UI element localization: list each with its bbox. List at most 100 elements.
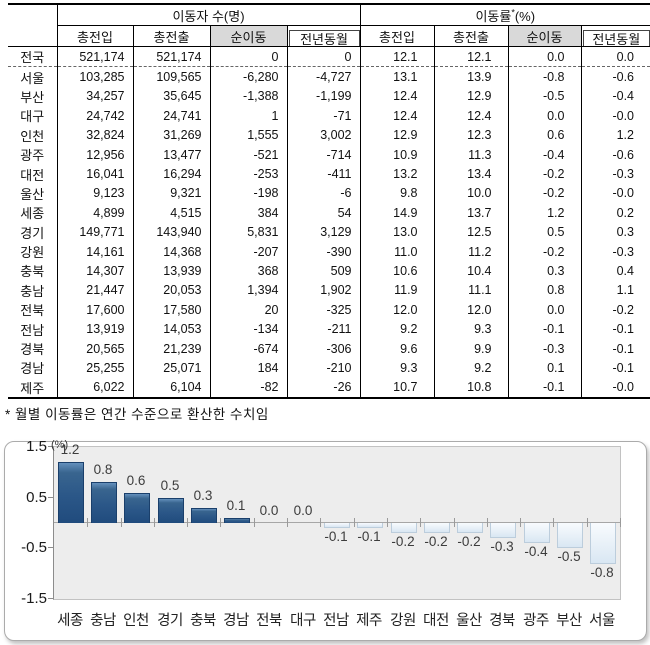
- rate-value: 13.4: [433, 164, 508, 184]
- footnote-marker: *: [511, 7, 515, 18]
- rate-value: -0.6: [580, 66, 650, 87]
- count-value: 521,174: [132, 46, 210, 68]
- category-tick: [587, 518, 588, 527]
- region-name: 광주: [20, 148, 45, 164]
- bar-value-label: -0.4: [524, 544, 548, 559]
- col-header-prev-year-count: 전년동월: [286, 25, 360, 47]
- table-row: 경남 25,255 25,071 184 -210 9.3 9.2 0.1 -0.1: [8, 358, 650, 378]
- x-axis-label: 충북: [190, 613, 216, 629]
- table-row: 광주 12,956 13,477 -521 -714 10.9 11.3 -0.4 -0.6: [8, 144, 650, 165]
- x-axis-label: 대전: [423, 613, 449, 629]
- category-tick: [187, 518, 188, 527]
- rate-value: 12.4: [359, 106, 434, 126]
- rate-value: 12.4: [359, 86, 434, 107]
- x-axis-label: 전남: [323, 613, 349, 629]
- col-header-total-in-count: 총전입: [56, 25, 133, 47]
- region-name: 전국: [8, 46, 57, 68]
- bar-강원: [391, 523, 417, 533]
- category-tick: [487, 518, 488, 527]
- rate-value: 12.1: [433, 46, 508, 68]
- bar-충남: [91, 482, 117, 523]
- rate-value: 13.2: [359, 164, 434, 184]
- y-axis-tick-label: 0.5: [26, 488, 47, 506]
- col-header-prev-year-rate: 전년동월: [580, 25, 650, 47]
- count-value: -6,280: [209, 66, 287, 87]
- bar-value-label: -0.2: [424, 534, 448, 549]
- region-name: 경북: [20, 342, 45, 358]
- rate-value: -0.8: [507, 66, 581, 87]
- rate-value: -0.1: [507, 377, 581, 399]
- count-value: 14,307: [56, 261, 133, 281]
- table-row: 대구 24,742 24,741 1 -71 12.4 12.4 0.0 -0.0: [8, 106, 650, 126]
- count-value: 0: [286, 46, 360, 68]
- count-value: -674: [209, 338, 287, 359]
- bar-경북: [490, 523, 516, 538]
- table-row: 부산 34,257 35,645 -1,388 -1,199 12.4 12.9 -0.5 -0…: [8, 86, 650, 107]
- bar-인천: [124, 493, 150, 523]
- category-tick: [420, 518, 421, 527]
- rate-value: -0.6: [580, 144, 650, 165]
- col-header-total-out-rate: 총전출: [433, 25, 508, 47]
- count-value: -253: [209, 164, 287, 184]
- count-value: -82: [209, 377, 287, 399]
- x-axis-label: 경남: [223, 613, 249, 629]
- bar-전남: [324, 523, 350, 528]
- rate-value: 10.4: [433, 261, 508, 281]
- rate-value: -0.3: [580, 241, 650, 262]
- table-row: 인천 32,824 31,269 1,555 3,002 12.9 12.3 0.6 1.2: [8, 125, 650, 145]
- count-value: -26: [286, 377, 360, 399]
- count-value: 3,002: [286, 125, 360, 145]
- rate-value: 9.8: [359, 183, 434, 204]
- bar-value-label: -0.2: [457, 534, 481, 549]
- x-axis-label: 경기: [157, 613, 183, 629]
- category-tick: [520, 518, 521, 527]
- count-value: 24,742: [56, 106, 133, 126]
- bar-value-label: -0.1: [357, 529, 381, 544]
- region-name: 부산: [20, 89, 45, 105]
- count-value: 9,321: [132, 183, 210, 204]
- rate-value: 0.1: [507, 358, 581, 378]
- count-value: 14,161: [56, 241, 133, 262]
- count-value: 1,394: [209, 280, 287, 301]
- count-value: 149,771: [56, 222, 133, 242]
- x-axis-label: 제주: [356, 613, 382, 629]
- x-axis-label: 부산: [556, 613, 582, 629]
- count-value: 13,939: [132, 261, 210, 281]
- bar-value-label: 0.3: [193, 488, 213, 503]
- bar-울산: [457, 523, 483, 533]
- region-name: 전남: [20, 322, 45, 338]
- table-row: 경기 149,771 143,940 5,831 3,129 13.0 12.5 0.5 0.3: [8, 222, 650, 242]
- table-row: 서울 103,285 109,565 -6,280 -4,727 13.1 13.9 -0.8…: [8, 66, 650, 87]
- rate-value: -0.1: [580, 358, 650, 378]
- bar-value-label: -0.1: [324, 529, 348, 544]
- rate-value: 14.9: [359, 203, 434, 223]
- category-tick: [287, 518, 288, 527]
- category-tick: [387, 518, 388, 527]
- x-axis-label: 서울: [589, 613, 615, 629]
- count-value: 34,257: [56, 86, 133, 107]
- count-value: 1,902: [286, 280, 360, 301]
- rate-value: 9.3: [359, 358, 434, 378]
- migration-table: 이동자 수(명) 이동률*(%) 총전입 총전출 순이동 전년동월 총전입 총전…: [8, 3, 650, 400]
- rate-value: -0.1: [580, 338, 650, 359]
- category-tick: [254, 518, 255, 527]
- region-name: 전북: [20, 303, 45, 319]
- count-value: -325: [286, 300, 360, 320]
- region-name: 서울: [20, 70, 45, 86]
- bar-value-label: 0.1: [226, 498, 246, 513]
- y-axis-tick-mark: [48, 496, 53, 498]
- x-axis-label: 대구: [290, 613, 316, 629]
- col-header-total-out-count: 총전출: [132, 25, 210, 47]
- region-name: 대전: [20, 167, 45, 183]
- rate-value: 0.0: [507, 106, 581, 126]
- col-header-net-rate: 순이동: [507, 25, 581, 47]
- table-row: 충남 21,447 20,053 1,394 1,902 11.9 11.1 0.8 1.1: [8, 280, 650, 301]
- rate-value: 10.8: [433, 377, 508, 399]
- rate-value: 1.2: [580, 125, 650, 145]
- x-axis-label: 경북: [489, 613, 515, 629]
- table-row: 경북 20,565 21,239 -674 -306 9.6 9.9 -0.3 -0.1: [8, 338, 650, 359]
- region-name: 인천: [20, 128, 45, 144]
- group-header-rate: 이동률*(%): [359, 4, 650, 26]
- rate-value: 9.9: [433, 338, 508, 359]
- count-value: 16,041: [56, 164, 133, 184]
